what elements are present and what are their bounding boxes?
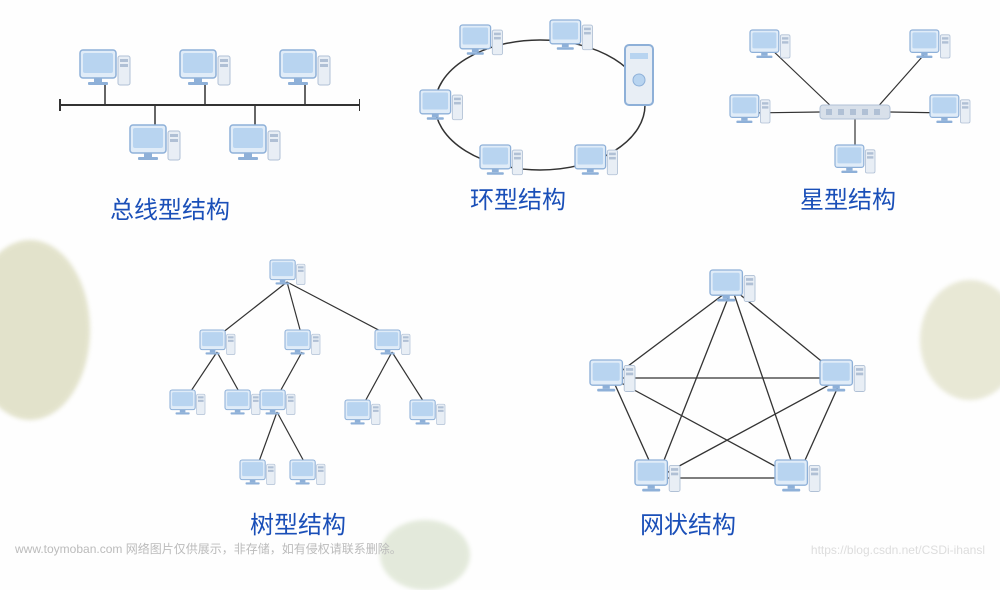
bus-label: 总线型结构 [110, 190, 230, 225]
ring-label: 环型结构 [470, 180, 566, 215]
footer-right-text: https://blog.csdn.net/CSDi-ihansl [811, 543, 985, 557]
star-label: 星型结构 [800, 180, 896, 215]
footer-left-text: www.toymoban.com 网络图片仅供展示，非存储，如有侵权请联系删除。 [15, 540, 402, 557]
mesh-topology-diagram [560, 260, 910, 530]
tree-label: 树型结构 [250, 505, 346, 540]
mesh-label: 网状结构 [640, 505, 736, 540]
tree-topology-diagram [150, 250, 470, 530]
bus-topology-diagram [30, 20, 360, 210]
